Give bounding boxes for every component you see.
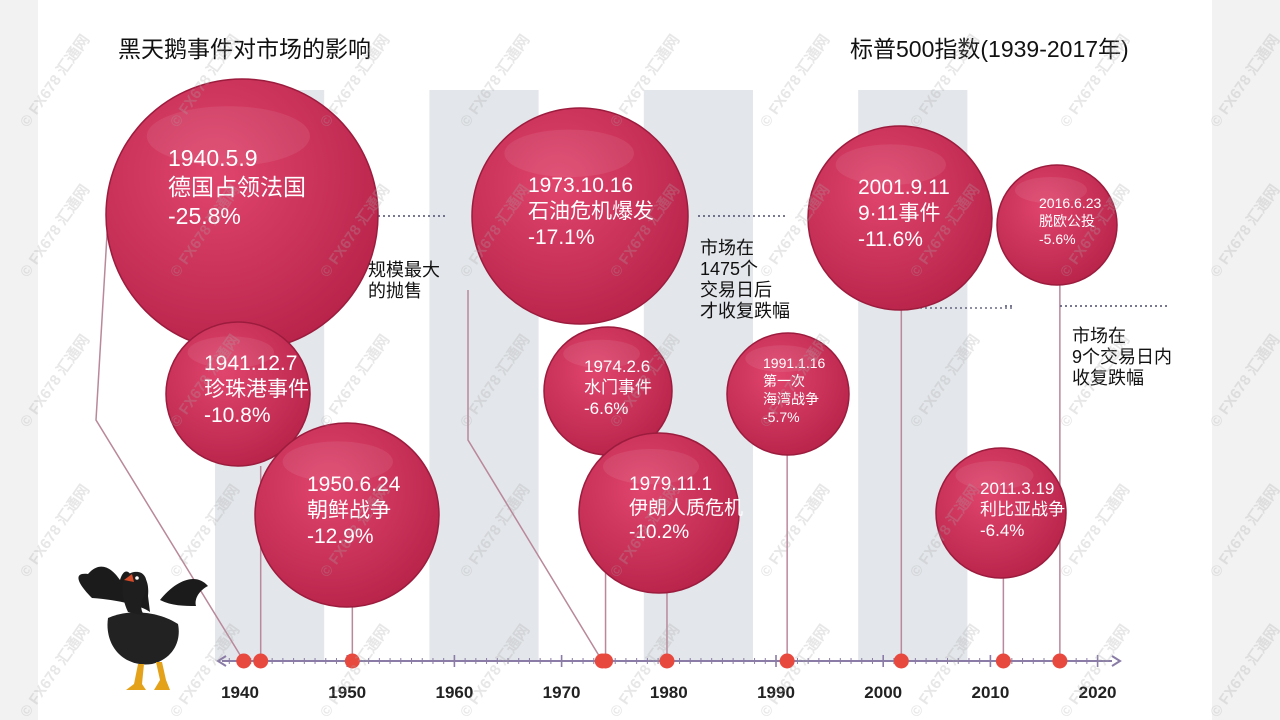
tick-label-2020: 2020 (1079, 683, 1117, 702)
event-bubble (807, 125, 993, 311)
bubble-gloss (835, 144, 946, 185)
page-title: 黑天鹅事件对市场的影响 (118, 36, 371, 62)
note-largest-selloff: 规模最大 的抛售 (368, 260, 440, 302)
bubble-gloss (563, 339, 640, 368)
event-bubble (996, 164, 1118, 286)
bubble-gloss (146, 106, 310, 167)
event-bubble (578, 432, 740, 594)
note-line: 市场在 (1072, 326, 1126, 346)
event-dot (1052, 653, 1068, 669)
event-dot (893, 653, 909, 669)
event-bubbles (105, 78, 1118, 608)
event-dot (344, 653, 360, 669)
event-bubble (935, 447, 1067, 579)
note-recovery-1475: 市场在 1475个 交易日后 才收复跌幅 (700, 238, 790, 322)
note-line: 交易日后 (700, 280, 772, 300)
tick-label-1950: 1950 (328, 683, 366, 702)
tick-label-1980: 1980 (650, 683, 688, 702)
axis-arrow-right (1111, 655, 1122, 667)
bubble-gloss (187, 336, 274, 369)
recovery-dashes (378, 215, 1170, 309)
note-line: 才收复跌幅 (700, 301, 790, 321)
bubble-gloss (745, 345, 819, 373)
bubble-gloss (504, 129, 634, 178)
bubble-gloss (603, 449, 699, 485)
page-subtitle: 标普500指数(1939-2017年) (850, 36, 1129, 62)
timeline-axis: 1940 1950 1960 1970 1980 1990 2000 2010 2020 (216, 653, 1122, 702)
note-line: 的抛售 (368, 281, 422, 301)
tick-label-1990: 1990 (757, 683, 795, 702)
black-swan-icon (78, 566, 208, 690)
tick-label-1960: 1960 (435, 683, 473, 702)
bubble-gloss (1015, 177, 1087, 204)
note-line: 1475个 (700, 259, 759, 279)
axis-arrow-left (216, 655, 227, 667)
event-bubble (165, 321, 311, 467)
tick-label-2010: 2010 (971, 683, 1009, 702)
note-line: 收复跌幅 (1072, 368, 1144, 388)
tick-label-1940: 1940 (221, 683, 259, 702)
event-dot (253, 653, 269, 669)
note-line: 规模最大 (368, 260, 440, 280)
event-bubble (726, 332, 850, 456)
tick-label-2000: 2000 (864, 683, 902, 702)
note-recovery-9: 市场在 9个交易日内 收复跌幅 (1072, 326, 1172, 389)
bubble-gloss (955, 461, 1034, 490)
bubble-gloss (282, 441, 393, 482)
event-bubble (471, 107, 689, 325)
note-line: 市场在 (700, 238, 754, 258)
event-dot (995, 653, 1011, 669)
note-line: 9个交易日内 (1072, 347, 1173, 367)
event-dot (236, 653, 252, 669)
event-dot (779, 653, 795, 669)
connector-line (467, 290, 603, 662)
event-dot (659, 653, 675, 669)
tick-label-1970: 1970 (543, 683, 581, 702)
event-dot (598, 653, 614, 669)
event-bubble (254, 422, 440, 608)
